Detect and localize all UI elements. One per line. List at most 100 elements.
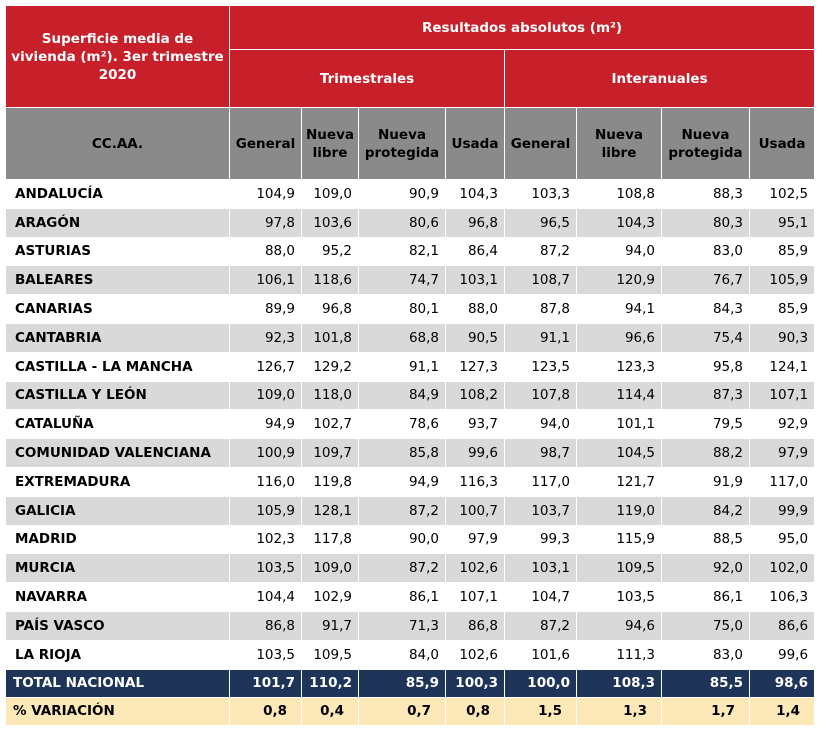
total-cell: 98,6 bbox=[748, 668, 816, 698]
value-cell: 127,3 bbox=[445, 351, 505, 382]
table-header: Superficie media de vivienda (m²). 3er t… bbox=[5, 5, 816, 180]
value-cell: 101,6 bbox=[504, 639, 577, 670]
region-cell: MADRID bbox=[5, 524, 230, 555]
top-header: Resultados absolutos (m²) bbox=[228, 5, 816, 50]
value-cell: 94,9 bbox=[358, 466, 446, 497]
value-cell: 79,5 bbox=[661, 409, 750, 440]
value-cell: 109,0 bbox=[301, 179, 359, 209]
value-cell: 109,0 bbox=[229, 380, 302, 411]
value-cell: 103,7 bbox=[504, 495, 577, 526]
value-cell: 92,0 bbox=[661, 553, 750, 584]
value-cell: 104,3 bbox=[445, 179, 505, 209]
value-cell: 102,0 bbox=[748, 553, 816, 584]
total-row: TOTAL NACIONAL 101,7 110,2 85,9 100,3 10… bbox=[5, 668, 816, 698]
value-cell: 119,0 bbox=[576, 495, 662, 526]
value-cell: 88,3 bbox=[661, 179, 750, 209]
value-cell: 86,1 bbox=[358, 582, 446, 612]
group-trimestrales: Trimestrales bbox=[229, 49, 505, 108]
value-cell: 87,8 bbox=[504, 294, 577, 324]
table-row: EXTREMADURA 116,0 119,8 94,9 116,3 117,0 121,7… bbox=[5, 466, 816, 497]
value-cell: 108,7 bbox=[504, 265, 577, 296]
table-row: CANARIAS 89,9 96,8 80,1 88,0 87,8 94,1 84,3 85,9 bbox=[5, 294, 816, 324]
value-cell: 129,2 bbox=[301, 351, 359, 382]
column-header: Usada bbox=[445, 107, 505, 180]
table-row: ANDALUCÍA 104,9 109,0 90,9 104,3 103,3 108,8 88… bbox=[5, 179, 816, 209]
value-cell: 101,1 bbox=[576, 409, 662, 440]
value-cell: 108,8 bbox=[576, 179, 662, 209]
value-cell: 95,2 bbox=[301, 236, 359, 267]
value-cell: 109,7 bbox=[301, 438, 359, 468]
value-cell: 88,5 bbox=[661, 524, 750, 555]
value-cell: 107,1 bbox=[748, 380, 816, 411]
value-cell: 104,3 bbox=[576, 207, 662, 238]
value-cell: 92,3 bbox=[229, 322, 302, 353]
value-cell: 83,0 bbox=[661, 236, 750, 267]
value-cell: 100,7 bbox=[445, 495, 505, 526]
region-cell: EXTREMADURA bbox=[5, 466, 230, 497]
table-row: CASTILLA Y LEÓN 109,0 118,0 84,9 108,2 107,8 1… bbox=[5, 380, 816, 411]
region-cell: CASTILLA - LA MANCHA bbox=[5, 351, 230, 382]
value-cell: 80,3 bbox=[661, 207, 750, 238]
value-cell: 91,7 bbox=[301, 610, 359, 641]
region-cell: CASTILLA Y LEÓN bbox=[5, 380, 230, 411]
value-cell: 87,2 bbox=[504, 610, 577, 641]
table-body: ANDALUCÍA 104,9 109,0 90,9 104,3 103,3 108,8 88… bbox=[5, 179, 816, 670]
variation-cell: 1,3 bbox=[576, 696, 662, 726]
value-cell: 92,9 bbox=[748, 409, 816, 440]
value-cell: 105,9 bbox=[748, 265, 816, 296]
value-cell: 89,9 bbox=[229, 294, 302, 324]
value-cell: 97,8 bbox=[229, 207, 302, 238]
value-cell: 86,8 bbox=[445, 610, 505, 641]
value-cell: 75,0 bbox=[661, 610, 750, 641]
value-cell: 104,7 bbox=[504, 582, 577, 612]
value-cell: 68,8 bbox=[358, 322, 446, 353]
value-cell: 95,8 bbox=[661, 351, 750, 382]
table-row: PAÍS VASCO 86,8 91,7 71,3 86,8 87,2 94,6 75,0 86… bbox=[5, 610, 816, 641]
value-cell: 80,1 bbox=[358, 294, 446, 324]
value-cell: 103,3 bbox=[504, 179, 577, 209]
value-cell: 123,5 bbox=[504, 351, 577, 382]
region-cell: LA RIOJA bbox=[5, 639, 230, 670]
value-cell: 78,6 bbox=[358, 409, 446, 440]
variation-row: % VARIACIÓN 0,8 0,4 0,7 0,8 1,5 1,3 1,7 … bbox=[5, 696, 816, 726]
column-header: General bbox=[229, 107, 302, 180]
value-cell: 106,3 bbox=[748, 582, 816, 612]
value-cell: 96,5 bbox=[504, 207, 577, 238]
value-cell: 118,6 bbox=[301, 265, 359, 296]
value-cell: 85,9 bbox=[748, 294, 816, 324]
value-cell: 102,9 bbox=[301, 582, 359, 612]
value-cell: 128,1 bbox=[301, 495, 359, 526]
value-cell: 96,6 bbox=[576, 322, 662, 353]
table-row: MURCIA 103,5 109,0 87,2 102,6 103,1 109,5 92,0 1… bbox=[5, 553, 816, 584]
table-row: LA RIOJA 103,5 109,5 84,0 102,6 101,6 111,3 83,… bbox=[5, 639, 816, 670]
value-cell: 99,9 bbox=[748, 495, 816, 526]
table-row: GALICIA 105,9 128,1 87,2 100,7 103,7 119,0 84,2… bbox=[5, 495, 816, 526]
value-cell: 102,6 bbox=[445, 639, 505, 670]
value-cell: 103,5 bbox=[229, 553, 302, 584]
value-cell: 117,0 bbox=[748, 466, 816, 497]
total-label: TOTAL NACIONAL bbox=[5, 668, 230, 698]
value-cell: 126,7 bbox=[229, 351, 302, 382]
value-cell: 103,1 bbox=[445, 265, 505, 296]
value-cell: 88,2 bbox=[661, 438, 750, 468]
value-cell: 115,9 bbox=[576, 524, 662, 555]
value-cell: 108,2 bbox=[445, 380, 505, 411]
group-interanuales: Interanuales bbox=[503, 49, 816, 108]
table-row: MADRID 102,3 117,8 90,0 97,9 99,3 115,9 88,5 95,… bbox=[5, 524, 816, 555]
value-cell: 104,5 bbox=[576, 438, 662, 468]
surface-table: Superficie media de vivienda (m²). 3er t… bbox=[5, 5, 816, 726]
variation-cell: 1,4 bbox=[748, 696, 816, 726]
total-cell: 100,0 bbox=[504, 668, 577, 698]
value-cell: 84,0 bbox=[358, 639, 446, 670]
region-cell: PAÍS VASCO bbox=[5, 610, 230, 641]
value-cell: 123,3 bbox=[576, 351, 662, 382]
table-row: CANTABRIA 92,3 101,8 68,8 90,5 91,1 96,6 75,4 90… bbox=[5, 322, 816, 353]
variation-cell: 0,4 bbox=[301, 696, 359, 726]
value-cell: 71,3 bbox=[358, 610, 446, 641]
value-cell: 100,9 bbox=[229, 438, 302, 468]
value-cell: 83,0 bbox=[661, 639, 750, 670]
value-cell: 86,8 bbox=[229, 610, 302, 641]
value-cell: 96,8 bbox=[301, 294, 359, 324]
table-footer: TOTAL NACIONAL 101,7 110,2 85,9 100,3 10… bbox=[5, 668, 816, 726]
value-cell: 91,1 bbox=[504, 322, 577, 353]
